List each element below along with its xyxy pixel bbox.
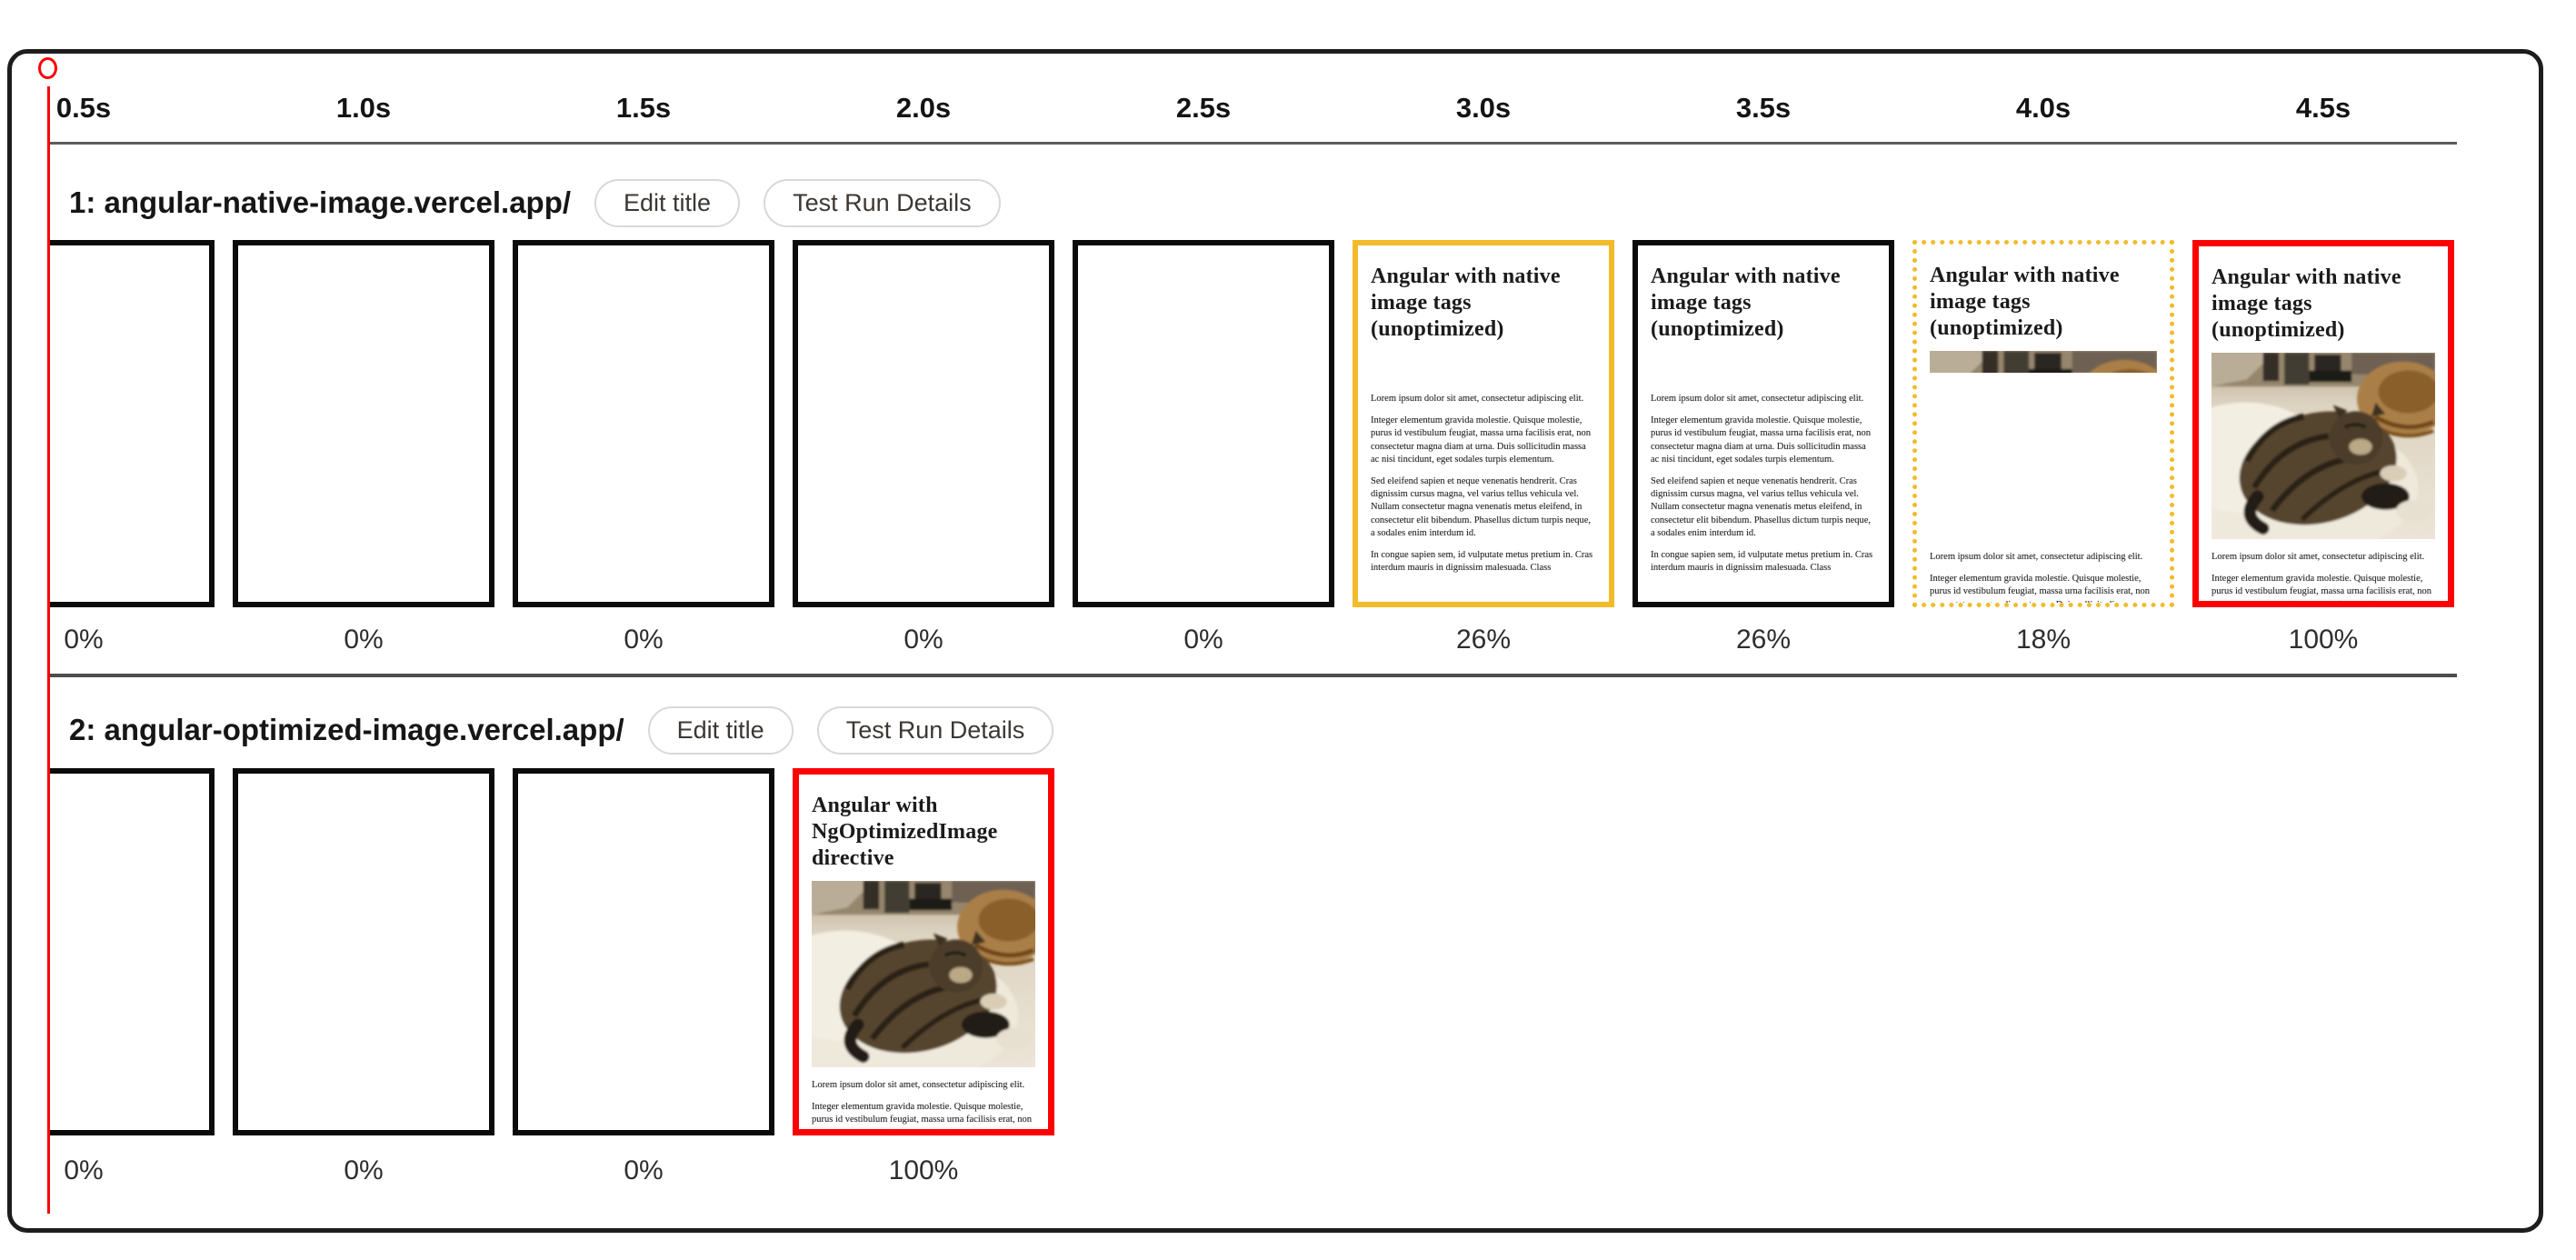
frame-page-paragraph: Integer elementum gravida molestie. Quis…: [1651, 415, 1872, 465]
test-run-details-button[interactable]: Test Run Details: [816, 705, 1054, 755]
filmstrip-frame[interactable]: [233, 240, 494, 607]
image-placeholder-space: [1371, 352, 1596, 393]
timeline-label: 4.0s: [2015, 92, 2072, 124]
run2-title-row: 2: angular-optimized-image.vercel.app/ E…: [69, 701, 1054, 759]
visual-progress-label: 0%: [624, 625, 664, 655]
filmstrip-frame[interactable]: Angular with native image tags (unoptimi…: [1912, 240, 2174, 607]
filmstrip-frame[interactable]: Angular with native image tags (unoptimi…: [2192, 240, 2454, 607]
visual-progress-label: 100%: [888, 1155, 959, 1185]
frame-page-paragraph: Lorem ipsum dolor sit amet, consectetur …: [1930, 552, 2143, 563]
frame-page-paragraph: Integer elementum gravida molestie. Quis…: [2212, 573, 2432, 607]
visual-progress-label: 100%: [2288, 625, 2359, 655]
frame-page-paragraph: Lorem ipsum dolor sit amet, consectetur …: [1651, 394, 1864, 405]
filmstrip-frame[interactable]: Angular with native image tags (unoptimi…: [1353, 240, 1614, 607]
visual-progress-label: 0%: [344, 1155, 384, 1185]
visual-progress-label: 0%: [64, 1155, 104, 1185]
run-title: 1: angular-native-image.vercel.app/: [69, 185, 572, 219]
frame-page-paragraph: Lorem ipsum dolor sit amet, consectetur …: [812, 1080, 1025, 1091]
filmstrip-frame[interactable]: Angular with NgOptimizedImage directive: [793, 768, 1054, 1135]
filmstrip-frame[interactable]: [233, 768, 494, 1135]
frame-page-paragraph: Integer elementum gravida molestie. Quis…: [812, 1101, 1033, 1135]
frame-page-paragraph: Lorem ipsum dolor sit amet, consectetur …: [1371, 394, 1584, 405]
frame-page-paragraph: Sed eleifend sapien et neque venenatis h…: [1651, 475, 1872, 539]
playhead-line[interactable]: [47, 86, 50, 1214]
cat-photo: [812, 881, 1035, 1072]
visual-progress-label: 0%: [344, 625, 384, 655]
timeline-label: 3.0s: [1455, 92, 1512, 124]
frame-page-heading: Angular with native image tags (unoptimi…: [1371, 265, 1561, 342]
filmstrip-frame[interactable]: Angular with native image tags (unoptimi…: [1632, 240, 1894, 607]
visual-progress-label: 26%: [1455, 625, 1512, 655]
edit-title-button[interactable]: Edit title: [594, 178, 741, 227]
run1-progress-row: 0% 0% 0% 0% 0% 26% 26% 18% 100%: [48, 625, 2466, 668]
playhead-marker-icon[interactable]: [38, 57, 57, 79]
filmstrip-frame[interactable]: [48, 240, 215, 607]
cat-photo-illustration: [2212, 353, 2435, 540]
visual-progress-label: 26%: [1735, 625, 1792, 655]
frame-page-heading: Angular with NgOptimizedImage directive: [812, 794, 998, 871]
cat-photo-partial: [1930, 351, 2157, 374]
run-title: 2: angular-optimized-image.vercel.app/: [69, 713, 624, 746]
runs-divider: [48, 674, 2457, 677]
visual-progress-label: 0%: [904, 625, 944, 655]
filmstrip-frame[interactable]: [1073, 240, 1334, 607]
frame-page-heading: Angular with native image tags (unoptimi…: [1651, 265, 1841, 342]
comparison-panel: 0.5s 1.0s 1.5s 2.0s 2.5s 3.0s 3.5s 4.0s 4.5s 1: …: [7, 49, 2543, 1233]
frame-page-paragraph: Integer elementum gravida molestie. Quis…: [1371, 415, 1592, 465]
filmstrip-frame[interactable]: [793, 240, 1054, 607]
cat-photo-illustration: [812, 881, 1035, 1068]
timeline-label: 1.5s: [615, 92, 672, 124]
image-loading-space: [1930, 380, 2157, 551]
run1-filmstrip: Angular with native image tags (unoptimi…: [48, 238, 2466, 613]
frame-page-paragraph: Lorem ipsum dolor sit amet, consectetur …: [2212, 552, 2425, 563]
test-run-details-button[interactable]: Test Run Details: [764, 178, 1001, 227]
visual-progress-label: 0%: [64, 625, 104, 655]
filmstrip-frame[interactable]: [48, 768, 215, 1135]
frame-page-paragraph: Integer elementum gravida molestie. Quis…: [1930, 573, 2156, 607]
filmstrip-frame[interactable]: [513, 240, 774, 607]
visual-progress-label: 18%: [2015, 625, 2072, 655]
filmstrip-frame[interactable]: [513, 768, 774, 1135]
timeline-label: 2.0s: [895, 92, 952, 124]
run2-filmstrip: Angular with NgOptimizedImage directive: [48, 766, 2466, 1141]
timeline-label: 0.5s: [55, 92, 112, 124]
frame-page-paragraph: In congue sapien sem, id vulputate metus…: [1371, 549, 1593, 574]
timeline-label: 4.5s: [2295, 92, 2351, 124]
frame-page-paragraph: In congue sapien sem, id vulputate metus…: [1651, 549, 1873, 574]
image-placeholder-space: [1651, 352, 1876, 393]
visual-progress-label: 0%: [1183, 625, 1223, 655]
edit-title-button[interactable]: Edit title: [647, 705, 794, 755]
frame-page-heading: Angular with native image tags (unoptimi…: [1930, 264, 2120, 341]
run1-title-row: 1: angular-native-image.vercel.app/ Edit…: [69, 174, 1001, 232]
timeline-label: 1.0s: [335, 92, 392, 124]
run2-progress-row: 0% 0% 0% 100%: [48, 1155, 2466, 1199]
frame-page-paragraph: Sed eleifend sapien et neque venenatis h…: [1371, 475, 1592, 539]
visual-progress-label: 0%: [624, 1155, 664, 1185]
timeline-label: 3.5s: [1735, 92, 1792, 124]
cat-photo: [2212, 353, 2435, 544]
timeline-header: 0.5s 1.0s 1.5s 2.0s 2.5s 3.0s 3.5s 4.0s 4.5s: [48, 85, 2466, 141]
cat-photo-illustration: [1930, 351, 2157, 374]
timeline-label: 2.5s: [1175, 92, 1232, 124]
frame-page-heading: Angular with native image tags (unoptimi…: [2212, 265, 2401, 343]
timeline-rule: [48, 142, 2457, 145]
